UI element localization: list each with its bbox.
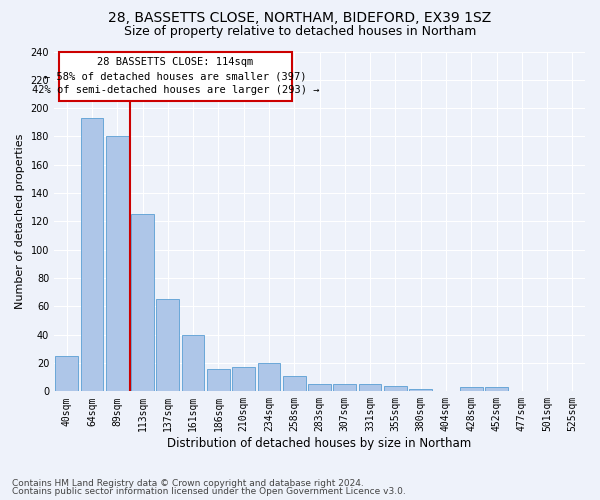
- Text: 28 BASSETTS CLOSE: 114sqm: 28 BASSETTS CLOSE: 114sqm: [97, 58, 254, 68]
- Text: 42% of semi-detached houses are larger (293) →: 42% of semi-detached houses are larger (…: [32, 85, 319, 95]
- Bar: [55, 356, 78, 392]
- Bar: [257, 363, 280, 392]
- Bar: [359, 384, 382, 392]
- Bar: [207, 368, 230, 392]
- X-axis label: Distribution of detached houses by size in Northam: Distribution of detached houses by size …: [167, 437, 472, 450]
- FancyBboxPatch shape: [59, 52, 292, 101]
- Bar: [460, 387, 482, 392]
- Text: Contains public sector information licensed under the Open Government Licence v3: Contains public sector information licen…: [12, 487, 406, 496]
- Bar: [308, 384, 331, 392]
- Bar: [80, 118, 103, 392]
- Bar: [131, 214, 154, 392]
- Bar: [384, 386, 407, 392]
- Bar: [182, 334, 205, 392]
- Bar: [409, 388, 432, 392]
- Bar: [157, 300, 179, 392]
- Text: 28, BASSETTS CLOSE, NORTHAM, BIDEFORD, EX39 1SZ: 28, BASSETTS CLOSE, NORTHAM, BIDEFORD, E…: [109, 11, 491, 25]
- Text: Contains HM Land Registry data © Crown copyright and database right 2024.: Contains HM Land Registry data © Crown c…: [12, 478, 364, 488]
- Bar: [283, 376, 305, 392]
- Text: Size of property relative to detached houses in Northam: Size of property relative to detached ho…: [124, 25, 476, 38]
- Y-axis label: Number of detached properties: Number of detached properties: [15, 134, 25, 309]
- Bar: [106, 136, 128, 392]
- Text: ← 58% of detached houses are smaller (397): ← 58% of detached houses are smaller (39…: [44, 72, 307, 82]
- Bar: [485, 387, 508, 392]
- Bar: [334, 384, 356, 392]
- Bar: [232, 368, 255, 392]
